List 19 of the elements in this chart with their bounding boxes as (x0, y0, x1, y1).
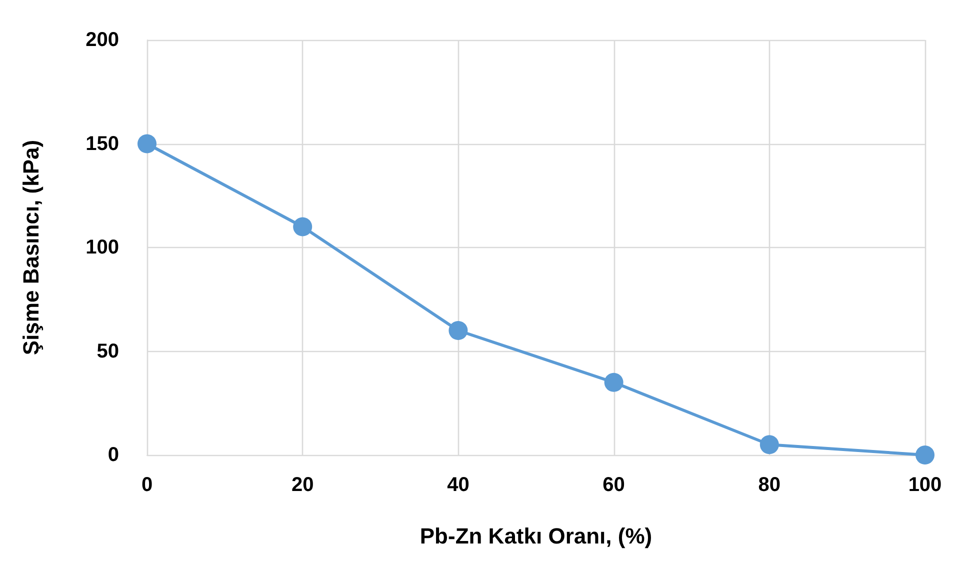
y-tick-label: 100 (86, 236, 119, 258)
y-tick-label: 200 (86, 29, 119, 51)
x-tick-label: 100 (908, 474, 942, 496)
y-tick-label: 50 (96, 340, 119, 362)
point (760, 435, 779, 454)
x-tick-label: 0 (141, 474, 153, 496)
x-tick-label: 60 (602, 474, 625, 496)
x-tick-label: 40 (447, 474, 470, 496)
y-tick-label: 150 (86, 132, 119, 155)
point (293, 217, 312, 236)
point (916, 446, 934, 464)
point (604, 372, 624, 392)
point (138, 134, 156, 154)
y-tick-label: 0 (108, 444, 119, 466)
x-axis-title: Pb-Zn Katkı Oranı, (%) (420, 524, 652, 548)
x-tick-label: 80 (758, 474, 781, 496)
y-axis-title: Şişme Basıncı, (kPa) (18, 140, 44, 356)
point (448, 321, 468, 340)
x-tick-label: 20 (291, 474, 314, 496)
